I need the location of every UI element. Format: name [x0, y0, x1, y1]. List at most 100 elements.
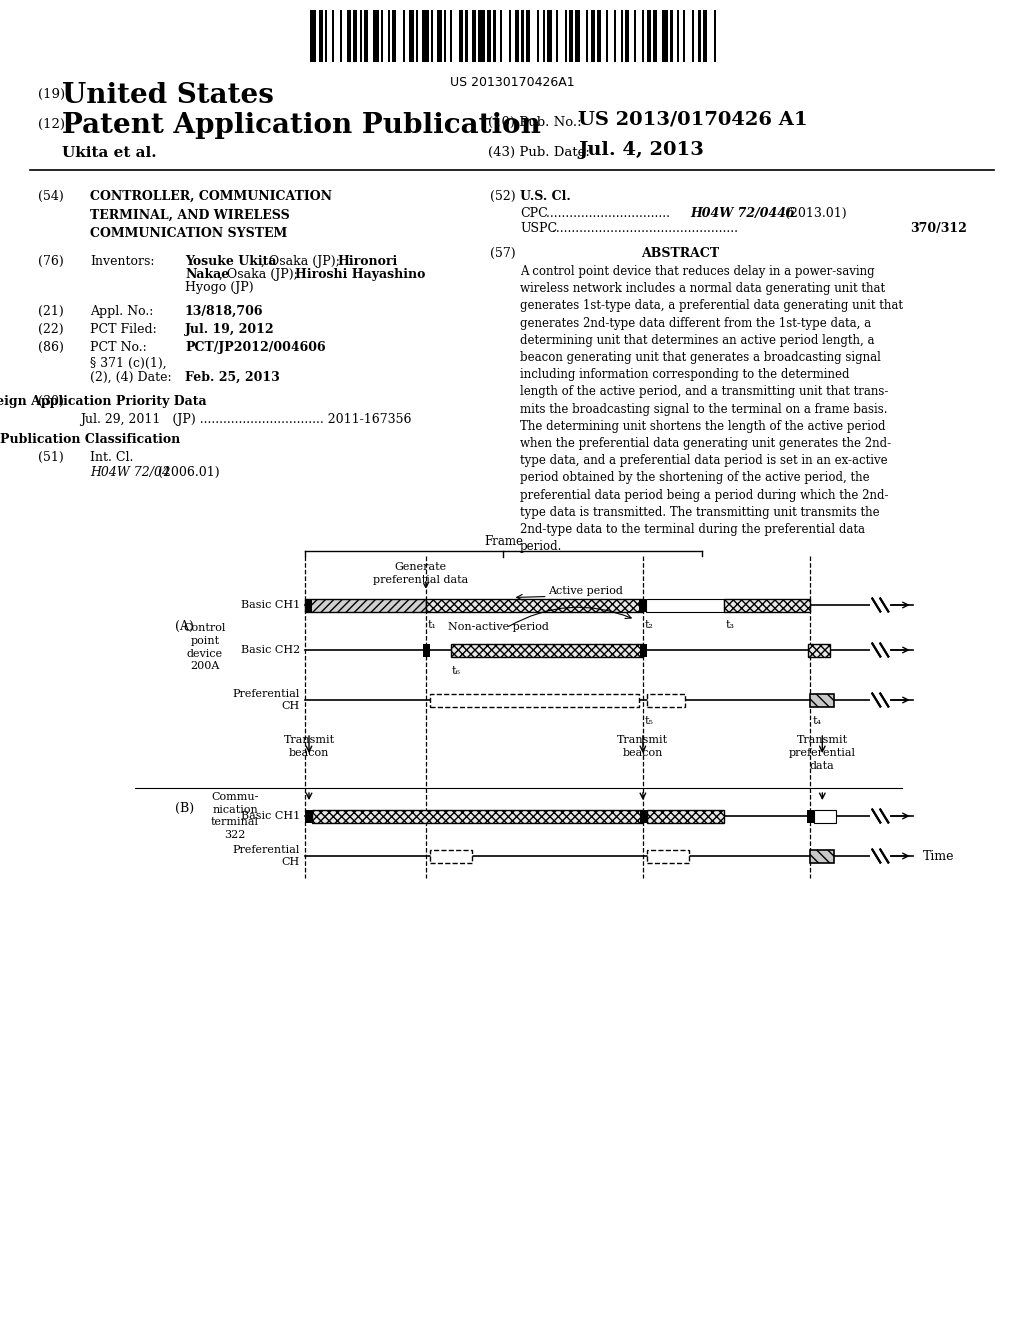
Bar — [381, 11, 383, 62]
Bar — [634, 11, 636, 62]
Text: (B): (B) — [175, 803, 195, 814]
Bar — [870, 598, 890, 612]
Bar — [312, 809, 643, 822]
Text: (21): (21) — [38, 305, 63, 318]
Text: (2013.01): (2013.01) — [785, 207, 847, 220]
Text: t₁: t₁ — [428, 620, 437, 630]
Text: Int. Cl.: Int. Cl. — [90, 451, 133, 465]
Bar — [500, 11, 502, 62]
Bar — [671, 11, 673, 62]
Bar — [373, 11, 379, 62]
Bar — [423, 644, 430, 656]
Bar — [724, 598, 810, 611]
Bar — [515, 11, 519, 62]
Text: Active period: Active period — [548, 586, 623, 597]
Bar — [416, 11, 418, 62]
Text: t₅: t₅ — [645, 715, 653, 726]
Bar — [714, 11, 716, 62]
Bar — [870, 693, 890, 708]
Bar — [472, 11, 476, 62]
Bar — [437, 11, 441, 62]
Bar — [810, 693, 835, 706]
Text: t₄: t₄ — [812, 715, 821, 726]
Bar — [422, 11, 429, 62]
Text: Feb. 25, 2013: Feb. 25, 2013 — [185, 371, 280, 384]
Text: Preferential
CH: Preferential CH — [232, 689, 300, 711]
Text: US 20130170426A1: US 20130170426A1 — [450, 77, 574, 88]
Text: Appl. No.:: Appl. No.: — [90, 305, 154, 318]
Text: Inventors:: Inventors: — [90, 255, 155, 268]
Text: Transmit
preferential
data: Transmit preferential data — [788, 735, 856, 771]
Bar — [430, 850, 472, 862]
Bar — [305, 598, 426, 611]
Text: 370/312: 370/312 — [910, 222, 967, 235]
Text: Jul. 19, 2012: Jul. 19, 2012 — [185, 323, 274, 337]
Bar — [640, 644, 647, 656]
Text: (54): (54) — [38, 190, 63, 203]
Bar — [487, 11, 492, 62]
Text: Hironori: Hironori — [337, 255, 397, 268]
Bar — [646, 11, 651, 62]
Bar — [451, 644, 643, 656]
Text: US 2013/0170426 A1: US 2013/0170426 A1 — [578, 110, 808, 128]
Bar — [521, 11, 523, 62]
Bar — [605, 11, 608, 62]
Bar — [525, 11, 530, 62]
Bar — [621, 11, 623, 62]
Bar — [431, 11, 433, 62]
Text: (A): (A) — [175, 620, 194, 634]
Text: Basic CH1: Basic CH1 — [241, 810, 300, 821]
Text: (12): (12) — [38, 117, 65, 131]
Bar — [318, 11, 323, 62]
Bar — [564, 11, 567, 62]
Bar — [639, 598, 646, 611]
Text: (2), (4) Date:: (2), (4) Date: — [90, 371, 172, 384]
Text: t₃: t₃ — [725, 620, 734, 630]
Bar — [347, 11, 351, 62]
Text: ................................................: ........................................… — [548, 222, 738, 235]
Bar — [556, 11, 558, 62]
Bar — [692, 11, 694, 62]
Bar — [653, 11, 657, 62]
Bar — [683, 11, 685, 62]
Text: (2006.01): (2006.01) — [158, 466, 219, 479]
Bar — [647, 693, 685, 706]
Text: (76): (76) — [38, 255, 63, 268]
Bar — [430, 693, 639, 706]
Bar — [814, 809, 837, 822]
Text: (86): (86) — [38, 341, 63, 354]
Bar — [305, 809, 312, 822]
Bar — [870, 849, 890, 863]
Bar — [388, 11, 390, 62]
Bar — [305, 598, 312, 611]
Bar — [597, 11, 601, 62]
Text: Yosuke Ukita: Yosuke Ukita — [185, 255, 276, 268]
Text: Publication Classification: Publication Classification — [0, 433, 180, 446]
Text: (30): (30) — [38, 395, 63, 408]
Text: H04W 72/0446: H04W 72/0446 — [690, 207, 795, 220]
Bar — [402, 11, 404, 62]
Bar — [509, 11, 511, 62]
Bar — [807, 809, 814, 822]
Bar — [494, 11, 496, 62]
Bar — [810, 850, 835, 862]
Text: § 371 (c)(1),: § 371 (c)(1), — [90, 356, 167, 370]
Bar — [548, 11, 552, 62]
Text: H04W 72/04: H04W 72/04 — [90, 466, 170, 479]
Text: PCT No.:: PCT No.: — [90, 341, 146, 354]
Bar — [353, 11, 357, 62]
Text: (52): (52) — [490, 190, 516, 203]
Text: Patent Application Publication: Patent Application Publication — [62, 112, 541, 139]
Text: Basic CH2: Basic CH2 — [241, 645, 300, 655]
Bar — [640, 809, 647, 822]
Bar — [662, 11, 669, 62]
Bar — [392, 11, 396, 62]
Text: Basic CH1: Basic CH1 — [241, 601, 300, 610]
Text: t₆: t₆ — [452, 667, 461, 676]
Bar — [647, 850, 689, 862]
Text: PCT Filed:: PCT Filed: — [90, 323, 157, 337]
Bar — [808, 644, 830, 656]
Text: Control
point
device
200A: Control point device 200A — [184, 623, 226, 672]
Text: Non-active period: Non-active period — [447, 622, 549, 632]
Text: U.S. Cl.: U.S. Cl. — [520, 190, 570, 203]
